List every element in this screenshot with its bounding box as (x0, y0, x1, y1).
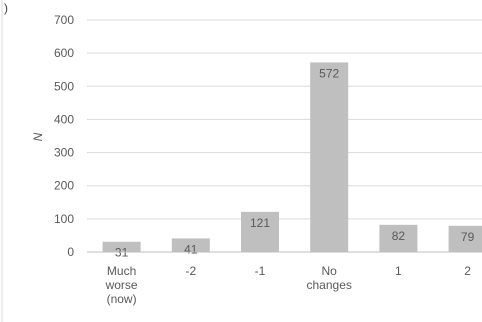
x-tick-label: 1 (395, 264, 402, 278)
y-axis-label: N (31, 132, 45, 141)
bar (241, 211, 279, 252)
data-label: 82 (392, 229, 406, 243)
bars (102, 62, 482, 253)
x-tick-label: -1 (255, 264, 266, 278)
y-tick-label: 400 (54, 112, 74, 126)
y-tick-label: 0 (67, 245, 74, 259)
bar (379, 224, 418, 252)
data-label: 31 (115, 246, 129, 260)
data-label: 572 (319, 66, 339, 80)
bar (171, 238, 210, 252)
x-tick-label: (now) (107, 292, 137, 306)
panel-label: ) (4, 1, 8, 15)
data-label: 79 (461, 230, 475, 244)
y-tick-label: 300 (54, 146, 74, 160)
x-tick-label: Much (107, 264, 136, 278)
x-tick-label: 2 (464, 264, 471, 278)
bar (448, 225, 482, 252)
y-tick-label: 700 (54, 13, 74, 27)
gridlines (87, 19, 482, 220)
bar (310, 62, 349, 253)
y-axis-ticks: 0 100 200 300 400 500 600 700 (54, 13, 74, 259)
y-tick-label: 100 (54, 212, 74, 226)
bar (102, 241, 141, 252)
x-tick-label: -2 (185, 264, 196, 278)
data-label: 41 (184, 242, 198, 256)
x-tick-label: changes (307, 278, 352, 292)
data-labels: 31 41 121 572 82 79 (115, 66, 475, 259)
data-label: 121 (250, 216, 270, 230)
x-tick-label: worse (105, 278, 138, 292)
x-tick-label: No (322, 264, 338, 278)
y-tick-label: 600 (54, 46, 74, 60)
y-tick-label: 200 (54, 179, 74, 193)
y-tick-label: 500 (54, 79, 74, 93)
